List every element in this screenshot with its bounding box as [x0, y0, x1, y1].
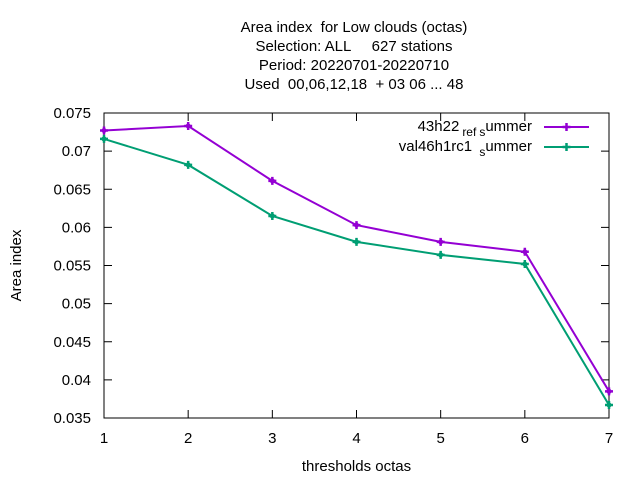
data-point-dot	[354, 222, 359, 228]
data-point-dot	[185, 123, 191, 129]
chart-title: Area index for Low clouds (octas) Selecti…	[241, 19, 468, 93]
series-line	[103, 137, 610, 406]
x-tick-label: 5	[436, 430, 444, 447]
legend-label-part	[472, 138, 476, 155]
y-tick-label: 0.07	[62, 143, 91, 160]
data-point-dot	[101, 136, 107, 142]
data-point-dot	[269, 213, 275, 219]
data-point-dot	[269, 178, 275, 184]
legend-label-part: val46h1rc1	[399, 138, 472, 155]
x-tick-label: 3	[268, 430, 276, 447]
data-point-dot	[522, 261, 528, 267]
legend-label-part: ummer	[485, 138, 532, 155]
legend-marker	[562, 143, 571, 151]
data-point-dot	[354, 239, 359, 245]
data-point-dot	[101, 128, 107, 134]
data-point-dot	[438, 239, 444, 245]
legend-label-part: s	[479, 125, 485, 139]
x-axis-label: thresholds octas	[302, 458, 411, 475]
data-point-dot	[185, 162, 191, 168]
legend-label-part: ummer	[485, 118, 532, 135]
y-axis-label: Area index	[8, 229, 25, 301]
data-point-dot	[606, 388, 612, 394]
legend-marker	[562, 123, 571, 131]
data-point-dot	[438, 252, 444, 258]
y-tick-label: 0.035	[53, 410, 91, 427]
title-line: Selection: ALL 627 stations	[255, 38, 452, 55]
title-line: Period: 20220701-20220710	[259, 57, 449, 74]
y-tick-label: 0.075	[53, 105, 91, 122]
y-tick-label: 0.055	[53, 258, 91, 275]
title-line: Used 00,06,12,18 + 03 06 ... 48	[245, 76, 464, 93]
x-tick-label: 4	[352, 430, 360, 447]
x-tick-label: 1	[100, 430, 108, 447]
y-tick-label: 0.045	[53, 334, 91, 351]
x-tick-label: 2	[184, 430, 192, 447]
data-point-dot	[606, 402, 612, 408]
x-axis: 1 2 3 4 5 6 7	[100, 113, 613, 447]
y-tick-label: 0.06	[62, 219, 91, 236]
legend-label: 43h22 ref summer	[418, 118, 532, 139]
series-lines	[100, 121, 613, 410]
y-tick-label: 0.04	[62, 372, 91, 389]
data-point-dot	[522, 249, 528, 255]
y-tick-label: 0.065	[53, 181, 91, 198]
title-line: Area index for Low clouds (octas)	[241, 19, 468, 36]
series-line	[103, 124, 610, 392]
y-axis: 0.035 0.04 0.045 0.05 0.055 0.06 0.065 0.07 0.07…	[53, 105, 609, 427]
legend-label-part: s	[479, 145, 485, 159]
legend-label: val46h1rc1 summer	[399, 138, 532, 159]
legend-label-part: ref	[462, 125, 477, 139]
legend-label-part: 43h22	[418, 118, 460, 135]
y-tick-label: 0.05	[62, 296, 91, 313]
x-tick-label: 6	[521, 430, 529, 447]
x-tick-label: 7	[605, 430, 613, 447]
